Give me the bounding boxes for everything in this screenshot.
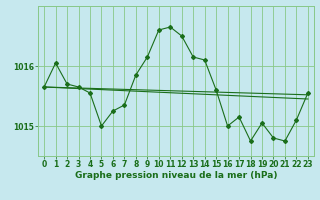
X-axis label: Graphe pression niveau de la mer (hPa): Graphe pression niveau de la mer (hPa) (75, 171, 277, 180)
